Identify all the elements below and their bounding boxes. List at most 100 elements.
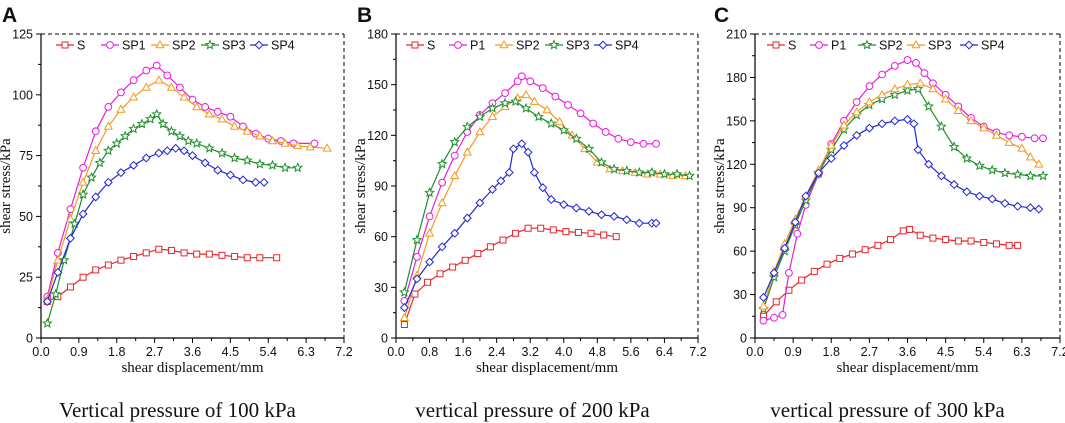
data-point: [42, 297, 52, 307]
series-line: [46, 79, 328, 300]
legend: S P1 SP2 SP3 SP4: [406, 39, 639, 53]
y-tick-label: 0: [26, 332, 33, 346]
data-point: [425, 257, 435, 267]
data-point: [929, 234, 937, 242]
y-tick-label: 125: [12, 28, 33, 42]
data-point: [475, 126, 485, 136]
data-point: [256, 254, 264, 262]
x-tick-label: 4.5: [222, 345, 239, 359]
data-point: [790, 217, 800, 227]
data-point: [913, 145, 923, 155]
data-point: [912, 83, 924, 94]
data-point: [104, 261, 112, 269]
data-point: [902, 114, 913, 124]
data-point: [162, 146, 172, 156]
data-point: [684, 170, 695, 181]
series-s: [400, 224, 620, 328]
x-tick-label: 0.9: [70, 345, 87, 359]
y-axis-title: shear stress/kPa: [0, 138, 14, 234]
data-point: [609, 211, 619, 221]
series-line: [403, 94, 686, 318]
data-point: [116, 168, 126, 178]
data-point: [462, 213, 472, 223]
data-point: [916, 231, 924, 239]
x-tick-label: 1.8: [108, 345, 125, 359]
data-point: [942, 236, 950, 244]
x-tick-label: 0.9: [784, 345, 801, 359]
panel-label: C: [714, 4, 729, 27]
data-point: [142, 249, 150, 257]
data-point: [213, 107, 222, 116]
y-tick-label: 180: [367, 28, 388, 42]
data-point: [111, 137, 123, 148]
data-point: [292, 162, 304, 173]
data-point: [449, 136, 461, 147]
data-point: [171, 143, 181, 153]
data-point: [558, 124, 570, 135]
legend-marker: [499, 39, 509, 49]
y-axis-title: shear stress/kPa: [712, 138, 728, 234]
data-point: [551, 92, 560, 101]
y-tick-label: 0: [381, 332, 388, 346]
data-point: [936, 171, 946, 181]
data-point: [529, 96, 540, 105]
data-point: [273, 254, 281, 262]
data-point: [652, 139, 660, 148]
data-point: [513, 77, 522, 86]
data-point: [243, 254, 251, 262]
data-point: [1030, 134, 1039, 143]
series-sp3: [41, 108, 304, 328]
data-point: [213, 165, 223, 175]
x-tick-label: 1.6: [454, 345, 471, 359]
y-tick-label: 25: [19, 271, 33, 285]
legend-marker: [155, 39, 165, 49]
data-point: [424, 187, 435, 198]
data-point: [216, 147, 228, 158]
data-point: [152, 61, 161, 70]
data-point: [889, 89, 901, 100]
data-point: [772, 298, 780, 306]
data-point: [41, 317, 53, 328]
data-point: [621, 165, 633, 176]
data-point: [279, 162, 291, 173]
data-point: [1037, 170, 1049, 181]
legend-label: P1: [831, 39, 846, 53]
data-point: [103, 177, 113, 187]
data-point: [504, 167, 514, 177]
data-point: [179, 146, 189, 156]
y-tick-label: 60: [733, 245, 747, 259]
data-point: [145, 113, 156, 124]
data-point: [823, 260, 831, 268]
x-tick-label: 6.3: [1013, 345, 1030, 359]
data-point: [1014, 241, 1022, 249]
data-point: [155, 245, 163, 253]
legend-label: SP3: [566, 39, 590, 53]
x-tick-label: 0.0: [746, 345, 763, 359]
x-axis-title: shear displacement/mm: [836, 360, 978, 376]
data-point: [136, 118, 148, 129]
data-point: [225, 170, 235, 180]
y-tick-label: 60: [374, 230, 388, 244]
data-point: [521, 89, 531, 99]
x-tick-label: 7.2: [1051, 345, 1065, 359]
y-tick-label: 50: [19, 210, 33, 224]
data-point: [475, 198, 485, 208]
data-point: [103, 121, 113, 130]
y-tick-label: 90: [733, 201, 747, 215]
data-point: [142, 66, 151, 75]
data-point: [999, 167, 1011, 178]
data-point: [79, 163, 87, 172]
legend-marker: [815, 41, 823, 49]
series-line: [403, 75, 657, 301]
data-point: [254, 158, 266, 169]
data-point: [517, 139, 527, 149]
x-axis-title: shear displacement/mm: [476, 360, 618, 376]
data-point: [91, 127, 100, 136]
data-point: [65, 233, 75, 243]
legend-marker: [548, 39, 560, 50]
data-point: [651, 218, 661, 228]
data-point: [423, 278, 431, 286]
legend-label: S: [788, 39, 796, 53]
data-point: [229, 121, 240, 130]
series-line: [763, 228, 1018, 317]
